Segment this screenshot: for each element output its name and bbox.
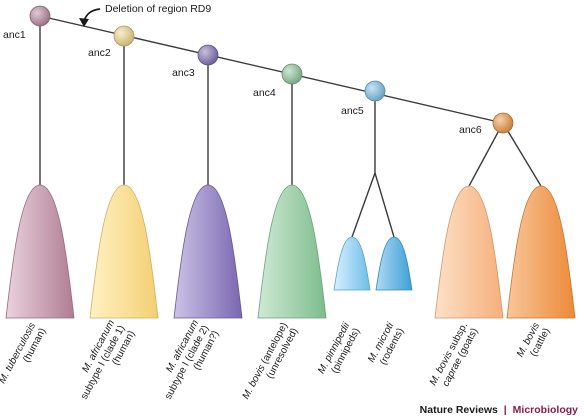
taxon-label-africanum1: M. africanumsubtype I (clade 1)(human) xyxy=(69,318,138,407)
journal-credit: Nature Reviews | Microbiology xyxy=(420,404,578,416)
ancestor-label-anc5: anc5 xyxy=(341,105,364,117)
ancestor-node-anc4 xyxy=(281,63,303,85)
ancestor-nodes: anc1 anc2 anc3 anc4 anc5 anc6 xyxy=(3,5,514,136)
ancestor-label-anc1: anc1 xyxy=(3,29,26,41)
journal-section: Microbiology xyxy=(513,404,578,416)
taxon-shape-pinnipedii xyxy=(333,236,371,291)
branch-pinnipedii xyxy=(351,172,376,238)
taxon-label-africanum2: M. africanumsubtype I (clade 2)(human?) xyxy=(153,318,222,407)
taxon-labels: M. tuberculosis(human) M. africanumsubtyp… xyxy=(0,318,552,407)
ancestor-label-anc6: anc6 xyxy=(459,124,482,136)
svg-text:M. africanumsubtype I (clade 2: M. africanumsubtype I (clade 2)(human?) xyxy=(153,318,222,407)
ancestor-node-anc2 xyxy=(113,25,135,47)
ancestor-label-anc3: anc3 xyxy=(172,67,195,79)
taxon-shape-tuberculosis xyxy=(5,184,75,319)
taxon-shape-bovis_cattle xyxy=(506,185,576,319)
branch-caprae xyxy=(468,122,504,187)
taxon-shapes xyxy=(5,184,576,319)
ancestor-node-anc3 xyxy=(197,44,219,66)
backbone-line xyxy=(39,15,504,124)
branch-bovis-cattle xyxy=(502,122,542,187)
ancestor-node-anc1 xyxy=(29,5,51,27)
ancestor-label-anc2: anc2 xyxy=(88,47,111,59)
taxon-shape-africanum2 xyxy=(173,184,243,319)
ancestor-node-anc6 xyxy=(492,112,514,134)
taxon-label-pinnipedii: M. pinnipedii(pinnipeds) xyxy=(316,320,363,381)
branches xyxy=(39,16,542,238)
taxon-shape-bovis_antelope xyxy=(257,184,327,319)
branch-microti xyxy=(374,172,395,238)
taxon-label-tuberculosis: M. tuberculosis(human) xyxy=(0,321,48,391)
taxon-label-bovis_cattle: M. bovis(cattle) xyxy=(515,321,552,364)
svg-text:M. bovis (antelope)(unresolved: M. bovis (antelope)(unresolved) xyxy=(241,321,301,407)
taxon-label-caprae: M. bovis subsp.caprae (goats) xyxy=(428,321,481,393)
ancestor-node-anc5 xyxy=(364,80,386,102)
taxon-shape-africanum1 xyxy=(89,184,159,319)
deletion-arrowhead-icon xyxy=(79,18,89,27)
svg-text:M. pinnipedii(pinnipeds): M. pinnipedii(pinnipeds) xyxy=(316,320,363,381)
svg-text:M. microti(rodents): M. microti(rodents) xyxy=(366,320,407,370)
journal-name: Nature Reviews xyxy=(420,404,498,416)
taxon-label-bovis_antelope: M. bovis (antelope)(unresolved) xyxy=(241,321,301,407)
taxon-shape-caprae xyxy=(434,185,504,319)
svg-text:M. africanumsubtype I (clade 1: M. africanumsubtype I (clade 1)(human) xyxy=(69,318,138,407)
deletion-annotation: Deletion of region RD9 xyxy=(105,3,211,15)
svg-text:M. bovis subsp.caprae (goats): M. bovis subsp.caprae (goats) xyxy=(428,321,481,393)
credit-separator: | xyxy=(504,404,507,416)
svg-text:M. tuberculosis(human): M. tuberculosis(human) xyxy=(0,321,48,391)
taxon-shape-microti xyxy=(375,236,413,291)
taxon-label-microti: M. microti(rodents) xyxy=(366,320,407,370)
svg-text:M. bovis(cattle): M. bovis(cattle) xyxy=(515,321,552,364)
ancestor-label-anc4: anc4 xyxy=(253,87,276,99)
